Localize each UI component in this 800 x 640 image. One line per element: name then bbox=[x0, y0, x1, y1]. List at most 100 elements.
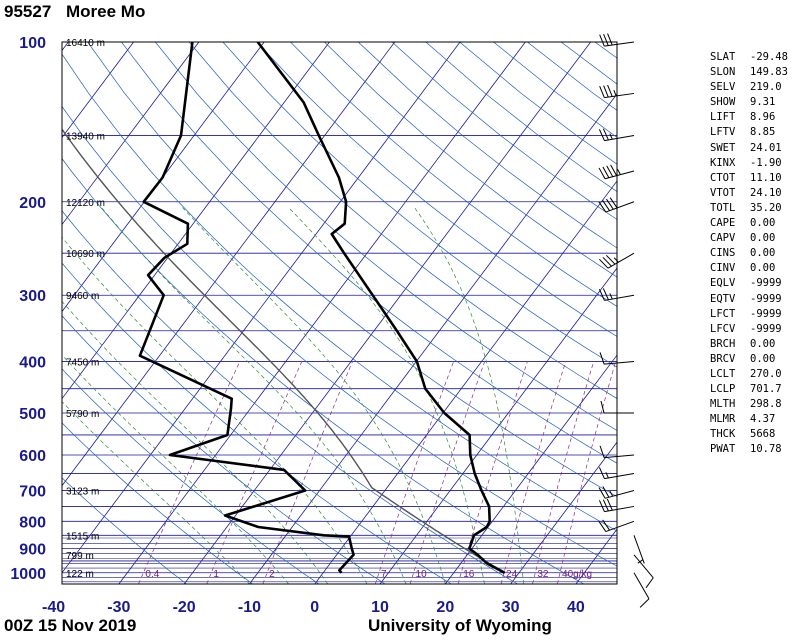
isotherm bbox=[62, 42, 69, 52]
index-value: 219.0 bbox=[750, 81, 782, 94]
index-row: THCK 5668 bbox=[710, 427, 788, 442]
wind-barb-staff bbox=[604, 454, 635, 459]
mixing-ratio-label: 1 bbox=[213, 569, 219, 580]
index-name: SLON bbox=[710, 66, 736, 79]
wind-barb bbox=[633, 535, 645, 564]
dewpoint-line bbox=[138, 42, 355, 574]
index-name: SLAT bbox=[710, 51, 736, 63]
index-name: MLTH bbox=[710, 398, 736, 411]
index-value: 8.85 bbox=[750, 126, 776, 139]
pressure-tick-label: 100 bbox=[19, 35, 46, 52]
wind-barb bbox=[598, 164, 635, 180]
index-name: KINX bbox=[710, 156, 736, 169]
height-label: 3123 m bbox=[66, 487, 99, 498]
isotherm bbox=[62, 42, 396, 487]
moist-adiabat bbox=[62, 300, 329, 584]
moist-adiabat bbox=[288, 207, 485, 584]
index-row: MLMR 4.37 bbox=[710, 412, 788, 427]
wind-barb-flag bbox=[598, 467, 605, 479]
dry-adiabat bbox=[222, 42, 617, 368]
index-row: LIFT 8.96 bbox=[710, 110, 788, 125]
wind-barb-half-flag bbox=[605, 472, 609, 479]
moist-adiabat bbox=[101, 207, 407, 584]
wind-barb-staff bbox=[604, 294, 635, 301]
wind-barb-staff bbox=[633, 572, 650, 599]
wind-barb bbox=[598, 486, 635, 499]
index-row: LFCV -9999 bbox=[710, 322, 788, 337]
dry-adiabat bbox=[62, 105, 617, 567]
height-label: 1515 m bbox=[66, 531, 99, 542]
wind-barb-flag bbox=[602, 128, 609, 141]
wind-barb-flag bbox=[598, 487, 606, 499]
dry-adiabat bbox=[62, 262, 452, 584]
index-name: BRCH bbox=[710, 337, 736, 350]
temperature-tick-label: 40 bbox=[567, 599, 585, 616]
wind-barb-flag bbox=[599, 85, 605, 98]
temperature-line bbox=[256, 42, 506, 574]
wind-barb-flag bbox=[602, 519, 610, 531]
index-value: 0.00 bbox=[750, 247, 776, 260]
moist-adiabat bbox=[62, 236, 368, 584]
height-label: 122 m bbox=[66, 569, 94, 580]
mixing-ratio-label: 10 bbox=[416, 569, 428, 580]
isotherm bbox=[445, 354, 617, 584]
index-row: LFTV 8.85 bbox=[710, 125, 788, 140]
index-name: SWET bbox=[710, 141, 736, 154]
index-row: SLAT -29.48 bbox=[710, 50, 788, 65]
index-value: 0.00 bbox=[750, 337, 776, 350]
wind-barb-staff bbox=[605, 201, 635, 213]
index-name: LFCV bbox=[710, 322, 736, 335]
index-name: BRCV bbox=[710, 352, 736, 365]
mixing-ratio-label: 2 bbox=[269, 569, 275, 580]
wind-barb-flag bbox=[602, 166, 610, 178]
height-label: 12120 m bbox=[66, 198, 105, 209]
mixing-ratio-line bbox=[206, 361, 303, 584]
wind-barb-flag bbox=[600, 400, 605, 414]
dry-adiabat bbox=[324, 42, 617, 278]
wind-barb-half-flag bbox=[613, 90, 617, 97]
mixing-ratio-line bbox=[138, 361, 241, 584]
wind-barb-flag bbox=[606, 498, 613, 511]
isotherm bbox=[183, 42, 591, 584]
index-value: 8.96 bbox=[750, 111, 776, 124]
mixing-ratio-label: 24 bbox=[506, 569, 518, 580]
wind-barb-flag bbox=[599, 352, 605, 365]
index-name: CINV bbox=[710, 262, 736, 275]
wind-barb-staff bbox=[633, 535, 645, 564]
wind-barb-half-flag bbox=[609, 293, 613, 300]
dry-adiabat bbox=[256, 42, 617, 337]
wind-barb-flag bbox=[598, 521, 607, 532]
height-label: 7450 m bbox=[66, 358, 99, 369]
height-label: 10690 m bbox=[66, 249, 105, 260]
wind-barb bbox=[599, 84, 635, 99]
index-row: LCLP 701.7 bbox=[710, 382, 788, 397]
wind-barb-staff bbox=[604, 92, 635, 99]
wind-barb-flag bbox=[606, 165, 614, 177]
wind-barb-staff bbox=[604, 505, 635, 513]
height-label: 5790 m bbox=[66, 409, 99, 420]
wind-barb bbox=[633, 572, 650, 608]
index-row: SWET 24.01 bbox=[710, 141, 788, 156]
dry-adiabat bbox=[62, 210, 518, 584]
wind-barb bbox=[600, 400, 634, 414]
index-value: -29.48 bbox=[750, 51, 788, 63]
mixing-ratio-label: 40g/kg bbox=[562, 569, 592, 580]
wind-barb-flag bbox=[599, 445, 605, 458]
pressure-tick-label: 900 bbox=[19, 541, 46, 558]
temperature-tick-label: 30 bbox=[502, 599, 520, 616]
index-name: CAPV bbox=[710, 232, 736, 245]
wind-barb-staff bbox=[604, 472, 635, 480]
mixing-ratio-line bbox=[374, 361, 454, 584]
temperature-tick-label: -10 bbox=[238, 599, 261, 616]
wind-barb-flag bbox=[602, 256, 612, 267]
index-name: SELV bbox=[710, 81, 736, 94]
wind-barb bbox=[598, 288, 635, 301]
pressure-tick-label: 800 bbox=[19, 514, 46, 531]
isotherm bbox=[379, 267, 617, 584]
temperature-tick-label: -20 bbox=[173, 599, 196, 616]
temperature-tick-label: -30 bbox=[107, 599, 130, 616]
isotherm bbox=[314, 180, 617, 584]
parcel-path-line bbox=[62, 128, 506, 574]
wind-barb-staff bbox=[604, 134, 635, 142]
